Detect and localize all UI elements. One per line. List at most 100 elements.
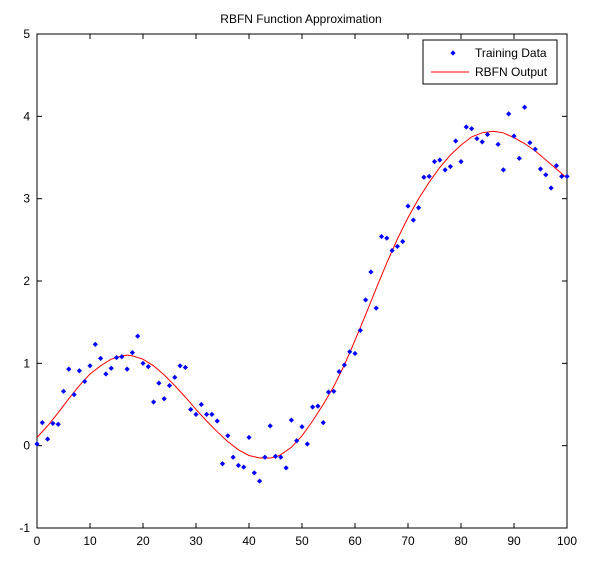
x-tick-label: 50 [295,534,309,548]
data-point [453,138,459,144]
data-point [484,131,491,138]
data-point [437,157,443,163]
data-point [511,133,517,139]
data-point [442,167,448,173]
data-point [177,363,183,369]
data-point [463,124,469,130]
data-point [479,139,485,145]
data-point [299,424,305,430]
series-layer [34,79,570,484]
data-point [469,126,475,132]
legend-label: Training Data [475,46,547,60]
legend: Training Data RBFN Output [422,39,558,85]
data-point [60,388,67,394]
data-point [156,380,162,386]
data-point [92,341,98,347]
data-point [394,243,400,250]
chart-title: RBFN Function Approximation [220,12,381,26]
data-point [304,441,310,447]
x-tick-label: 10 [83,534,97,548]
data-point [283,465,289,471]
axes-box [36,33,568,529]
data-point [378,233,385,240]
plot-area [36,33,568,529]
data-point [500,167,506,173]
data-point [294,438,300,444]
data-point [98,355,104,361]
data-point [347,349,353,355]
data-point [458,159,464,165]
data-point [34,441,40,447]
y-tick-label: 0 [23,439,30,453]
data-point [506,111,512,117]
data-point [416,205,422,211]
data-point [310,404,316,410]
data-point [119,354,125,360]
data-point [325,389,332,395]
data-point [182,364,188,371]
data-point [368,269,374,275]
x-tick-label: 40 [242,534,256,548]
data-point [315,403,321,409]
data-point [553,163,559,169]
data-point [559,173,565,180]
data-point [219,461,226,467]
data-point [145,364,151,370]
data-point [336,368,342,375]
data-point [193,411,199,417]
data-point [288,417,294,423]
y-tick-label: 1 [23,356,30,370]
x-tick-label: 80 [454,534,468,548]
data-point [230,454,236,460]
data-point [474,135,480,142]
data-point [543,172,549,178]
data-point [421,174,427,180]
data-point [129,350,135,356]
data-point [82,378,88,385]
data-point [39,420,45,426]
data-point [108,365,114,371]
axis-ticks: 0 10 20 30 40 50 60 70 80 90 100 -1 0 1 2 3 4 5 [19,27,577,548]
data-point [55,421,61,427]
x-tick-label: 70 [401,534,415,548]
data-point [384,235,390,241]
y-tick-label: 4 [23,109,30,123]
data-point [161,396,167,402]
data-point [331,388,337,394]
data-point [341,362,347,368]
data-point [389,247,395,254]
data-point [267,423,273,429]
data-point [251,470,257,476]
data-point [564,173,570,180]
legend-marker-training-data [450,50,456,56]
legend-box [422,39,558,85]
data-point [548,185,554,191]
data-point [151,399,157,405]
data-point [103,371,109,377]
data-point [410,217,416,223]
data-point [373,305,379,311]
data-point [172,374,178,380]
data-point [257,478,263,484]
data-point [166,382,173,389]
data-point [447,163,453,170]
data-point [188,406,194,413]
data-point [400,238,406,245]
data-point [225,433,231,439]
data-point [532,146,538,152]
x-tick-label: 30 [189,534,203,548]
data-point [124,366,130,372]
data-point [241,464,247,470]
x-tick-label: 100 [557,534,577,548]
data-point [495,141,501,147]
data-point [527,140,533,146]
legend-label: RBFN Output [475,65,548,79]
data-point [363,297,369,303]
data-point [140,360,146,366]
x-tick-label: 90 [507,534,521,548]
data-point [45,436,51,442]
data-point [198,401,204,408]
data-point [278,454,284,460]
data-point [516,155,522,161]
